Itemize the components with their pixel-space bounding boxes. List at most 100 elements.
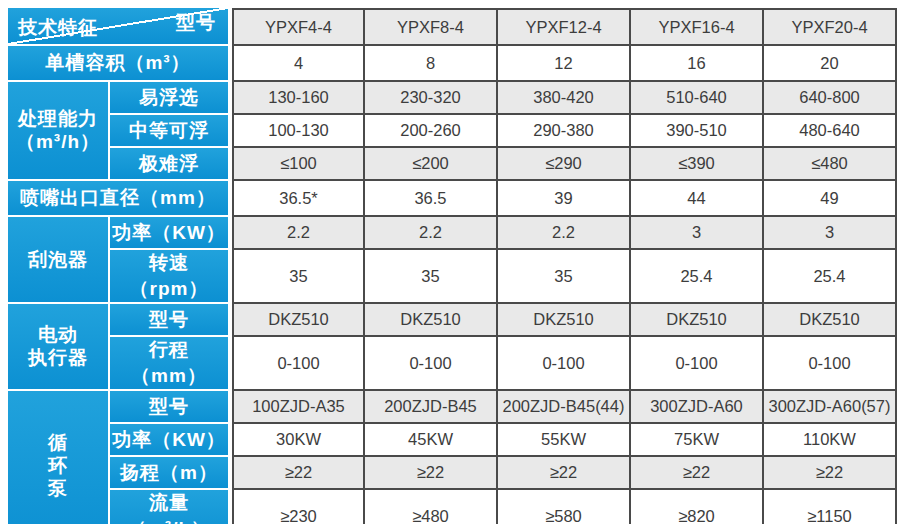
value-cell: ≥580: [498, 490, 631, 524]
value-cell: 300ZJD-A60: [631, 391, 764, 424]
table-row: 中等可浮 100-130 200-260 290-380 390-510 480…: [8, 115, 897, 148]
value-cell: 2.2: [232, 217, 365, 250]
value-cell: 0-100: [764, 337, 897, 391]
value-cell: ≥22: [232, 457, 365, 490]
value-cell: 39: [498, 181, 631, 217]
value-cell: 290-380: [498, 115, 631, 148]
value-cell: 25.4: [764, 250, 897, 304]
value-cell: 16: [631, 46, 764, 82]
group-label-pump: 循 环 泵: [8, 391, 110, 524]
row-label-hard-float: 极难浮: [110, 148, 232, 181]
row-label-actuator-model: 型号: [110, 304, 232, 337]
group-label-scraper: 刮泡器: [8, 217, 110, 304]
value-cell: 380-420: [498, 82, 631, 115]
value-cell: ≥22: [764, 457, 897, 490]
row-label-pump-flow: 流量（m³/h）: [110, 490, 232, 524]
value-cell: ≥480: [365, 490, 498, 524]
corner-header-cell: 型号 技术特征: [8, 8, 232, 46]
value-cell: 0-100: [498, 337, 631, 391]
table-row: 喷嘴出口直径（mm） 36.5* 36.5 39 44 49: [8, 181, 897, 217]
model-header-cell: YPXF20-4: [764, 8, 897, 46]
model-header-cell: YPXF12-4: [498, 8, 631, 46]
value-cell: DKZ510: [232, 304, 365, 337]
value-cell: 480-640: [764, 115, 897, 148]
value-cell: 20: [764, 46, 897, 82]
value-cell: 510-640: [631, 82, 764, 115]
value-cell: 0-100: [232, 337, 365, 391]
value-cell: 640-800: [764, 82, 897, 115]
value-cell: 55KW: [498, 424, 631, 457]
value-cell: ≥820: [631, 490, 764, 524]
row-label-medium-float: 中等可浮: [110, 115, 232, 148]
table-row: 扬程（m） ≥22 ≥22 ≥22 ≥22 ≥22: [8, 457, 897, 490]
row-label-pump-head: 扬程（m）: [110, 457, 232, 490]
row-label-pump-model: 型号: [110, 391, 232, 424]
value-cell: 30KW: [232, 424, 365, 457]
value-cell: ≤390: [631, 148, 764, 181]
value-cell: 300ZJD-A60(57): [764, 391, 897, 424]
value-cell: 25.4: [631, 250, 764, 304]
value-cell: ≤200: [365, 148, 498, 181]
row-label-actuator-stroke: 行程（mm）: [110, 337, 232, 391]
value-cell: 0-100: [365, 337, 498, 391]
value-cell: ≤480: [764, 148, 897, 181]
value-cell: 0-100: [631, 337, 764, 391]
value-cell: 45KW: [365, 424, 498, 457]
table-row: 流量（m³/h） ≥230 ≥480 ≥580 ≥820 ≥1150: [8, 490, 897, 524]
value-cell: 49: [764, 181, 897, 217]
value-cell: DKZ510: [764, 304, 897, 337]
table-row: 刮泡器 功率（KW） 2.2 2.2 2.2 3 3: [8, 217, 897, 250]
value-cell: 200ZJD-B45(44): [498, 391, 631, 424]
value-cell: 12: [498, 46, 631, 82]
value-cell: 130-160: [232, 82, 365, 115]
model-header-cell: YPXF8-4: [365, 8, 498, 46]
value-cell: 35: [498, 250, 631, 304]
value-cell: ≤100: [232, 148, 365, 181]
value-cell: 200ZJD-B45: [365, 391, 498, 424]
value-cell: 200-260: [365, 115, 498, 148]
spec-table: 型号 技术特征 YPXF4-4 YPXF8-4 YPXF12-4 YPXF16-…: [8, 8, 897, 524]
row-label-scraper-power: 功率（KW）: [110, 217, 232, 250]
page: 型号 技术特征 YPXF4-4 YPXF8-4 YPXF12-4 YPXF16-…: [0, 0, 900, 524]
value-cell: ≥1150: [764, 490, 897, 524]
corner-label-model: 型号: [176, 10, 216, 36]
value-cell: 2.2: [498, 217, 631, 250]
table-row: 电动 执行器 型号 DKZ510 DKZ510 DKZ510 DKZ510 DK…: [8, 304, 897, 337]
table-row: 行程（mm） 0-100 0-100 0-100 0-100 0-100: [8, 337, 897, 391]
value-cell: 110KW: [764, 424, 897, 457]
value-cell: 44: [631, 181, 764, 217]
table-row: 功率（KW） 30KW 45KW 55KW 75KW 110KW: [8, 424, 897, 457]
row-label-easy-float: 易浮选: [110, 82, 232, 115]
value-cell: DKZ510: [365, 304, 498, 337]
value-cell: 2.2: [365, 217, 498, 250]
value-cell: 4: [232, 46, 365, 82]
value-cell: ≥230: [232, 490, 365, 524]
value-cell: 100ZJD-A35: [232, 391, 365, 424]
value-cell: 75KW: [631, 424, 764, 457]
model-header-cell: YPXF16-4: [631, 8, 764, 46]
table-row: 型号 技术特征 YPXF4-4 YPXF8-4 YPXF12-4 YPXF16-…: [8, 8, 897, 46]
value-cell: 36.5*: [232, 181, 365, 217]
model-header-cell: YPXF4-4: [232, 8, 365, 46]
table-row: 循 环 泵 型号 100ZJD-A35 200ZJD-B45 200ZJD-B4…: [8, 391, 897, 424]
value-cell: 35: [365, 250, 498, 304]
value-cell: 100-130: [232, 115, 365, 148]
value-cell: 230-320: [365, 82, 498, 115]
value-cell: 35: [232, 250, 365, 304]
group-label-actuator: 电动 执行器: [8, 304, 110, 391]
group-label-capacity: 处理能力 （m³/h）: [8, 82, 110, 181]
value-cell: 3: [764, 217, 897, 250]
table-row: 转速（rpm） 35 35 35 25.4 25.4: [8, 250, 897, 304]
corner-label-feature: 技术特征: [18, 15, 98, 41]
value-cell: ≥22: [631, 457, 764, 490]
row-label-scraper-speed: 转速（rpm）: [110, 250, 232, 304]
value-cell: 36.5: [365, 181, 498, 217]
row-label-volume: 单槽容积（m³）: [8, 46, 232, 82]
value-cell: DKZ510: [631, 304, 764, 337]
table-row: 单槽容积（m³） 4 8 12 16 20: [8, 46, 897, 82]
value-cell: ≤290: [498, 148, 631, 181]
value-cell: ≥22: [498, 457, 631, 490]
table-row: 极难浮 ≤100 ≤200 ≤290 ≤390 ≤480: [8, 148, 897, 181]
table-row: 处理能力 （m³/h） 易浮选 130-160 230-320 380-420 …: [8, 82, 897, 115]
value-cell: 3: [631, 217, 764, 250]
